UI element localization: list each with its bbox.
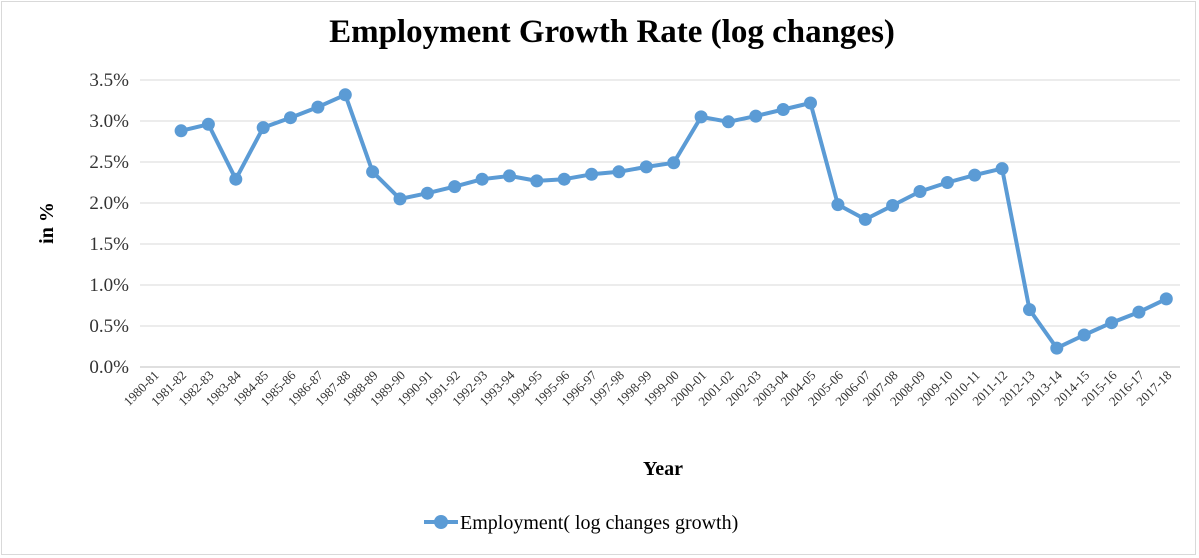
data-point	[1105, 316, 1119, 330]
data-point	[1077, 328, 1091, 342]
data-point	[1023, 303, 1036, 317]
data-point	[913, 185, 927, 198]
data-point	[1159, 292, 1173, 306]
data-point	[229, 172, 243, 186]
data-point	[284, 111, 297, 125]
data-point	[366, 165, 380, 179]
data-point	[585, 167, 599, 181]
y-tick-label: 1.5%	[89, 234, 129, 255]
data-point	[749, 109, 763, 123]
data-point	[201, 117, 215, 131]
data-point	[968, 168, 982, 182]
data-point	[256, 121, 270, 135]
y-tick-label: 3.5%	[89, 70, 129, 91]
data-point	[503, 169, 516, 183]
data-point	[475, 172, 489, 186]
data-point	[393, 192, 407, 206]
legend-label: Employment( log changes growth)	[460, 512, 738, 534]
data-point	[1132, 305, 1146, 319]
x-axis-ticks: 1980-811981-821982-831983-841984-851985-…	[121, 367, 1175, 409]
y-tick-label: 0.5%	[89, 316, 129, 337]
data-point	[776, 103, 790, 116]
y-axis-ticks: 0.0% 0.5% 1.0% 1.5% 2.0% 2.5% 3.0% 3.5%	[89, 70, 129, 378]
data-point	[311, 100, 325, 114]
y-tick-label: 2.0%	[89, 193, 129, 214]
y-axis-label: in %	[36, 202, 58, 244]
y-tick-label: 0.0%	[89, 357, 129, 378]
data-point	[995, 162, 1009, 176]
data-point	[530, 174, 544, 188]
data-point	[858, 212, 872, 226]
legend: Employment( log changes growth)	[424, 512, 738, 534]
data-point	[694, 110, 708, 124]
y-tick-label: 3.0%	[89, 111, 129, 132]
x-axis-label: Year	[643, 458, 683, 480]
data-point	[639, 160, 653, 174]
y-tick-label: 2.5%	[89, 152, 129, 173]
data-point	[612, 165, 626, 179]
data-point	[420, 186, 434, 200]
data-point	[831, 198, 845, 212]
series-line	[180, 92, 1168, 351]
data-point	[1050, 341, 1064, 355]
data-point	[667, 156, 681, 170]
chart-title: Employment Growth Rate (log changes)	[329, 14, 895, 50]
legend-dot-marker	[434, 515, 448, 529]
y-tick-label: 1.0%	[89, 275, 129, 296]
gridlines	[140, 79, 1180, 368]
data-point	[886, 199, 900, 212]
data-point	[804, 96, 817, 110]
data-point	[721, 115, 735, 129]
data-point	[448, 180, 462, 194]
data-point	[557, 172, 571, 186]
series-employment	[174, 88, 1173, 355]
data-point	[174, 124, 188, 138]
data-point	[940, 176, 954, 189]
data-point	[338, 88, 352, 102]
